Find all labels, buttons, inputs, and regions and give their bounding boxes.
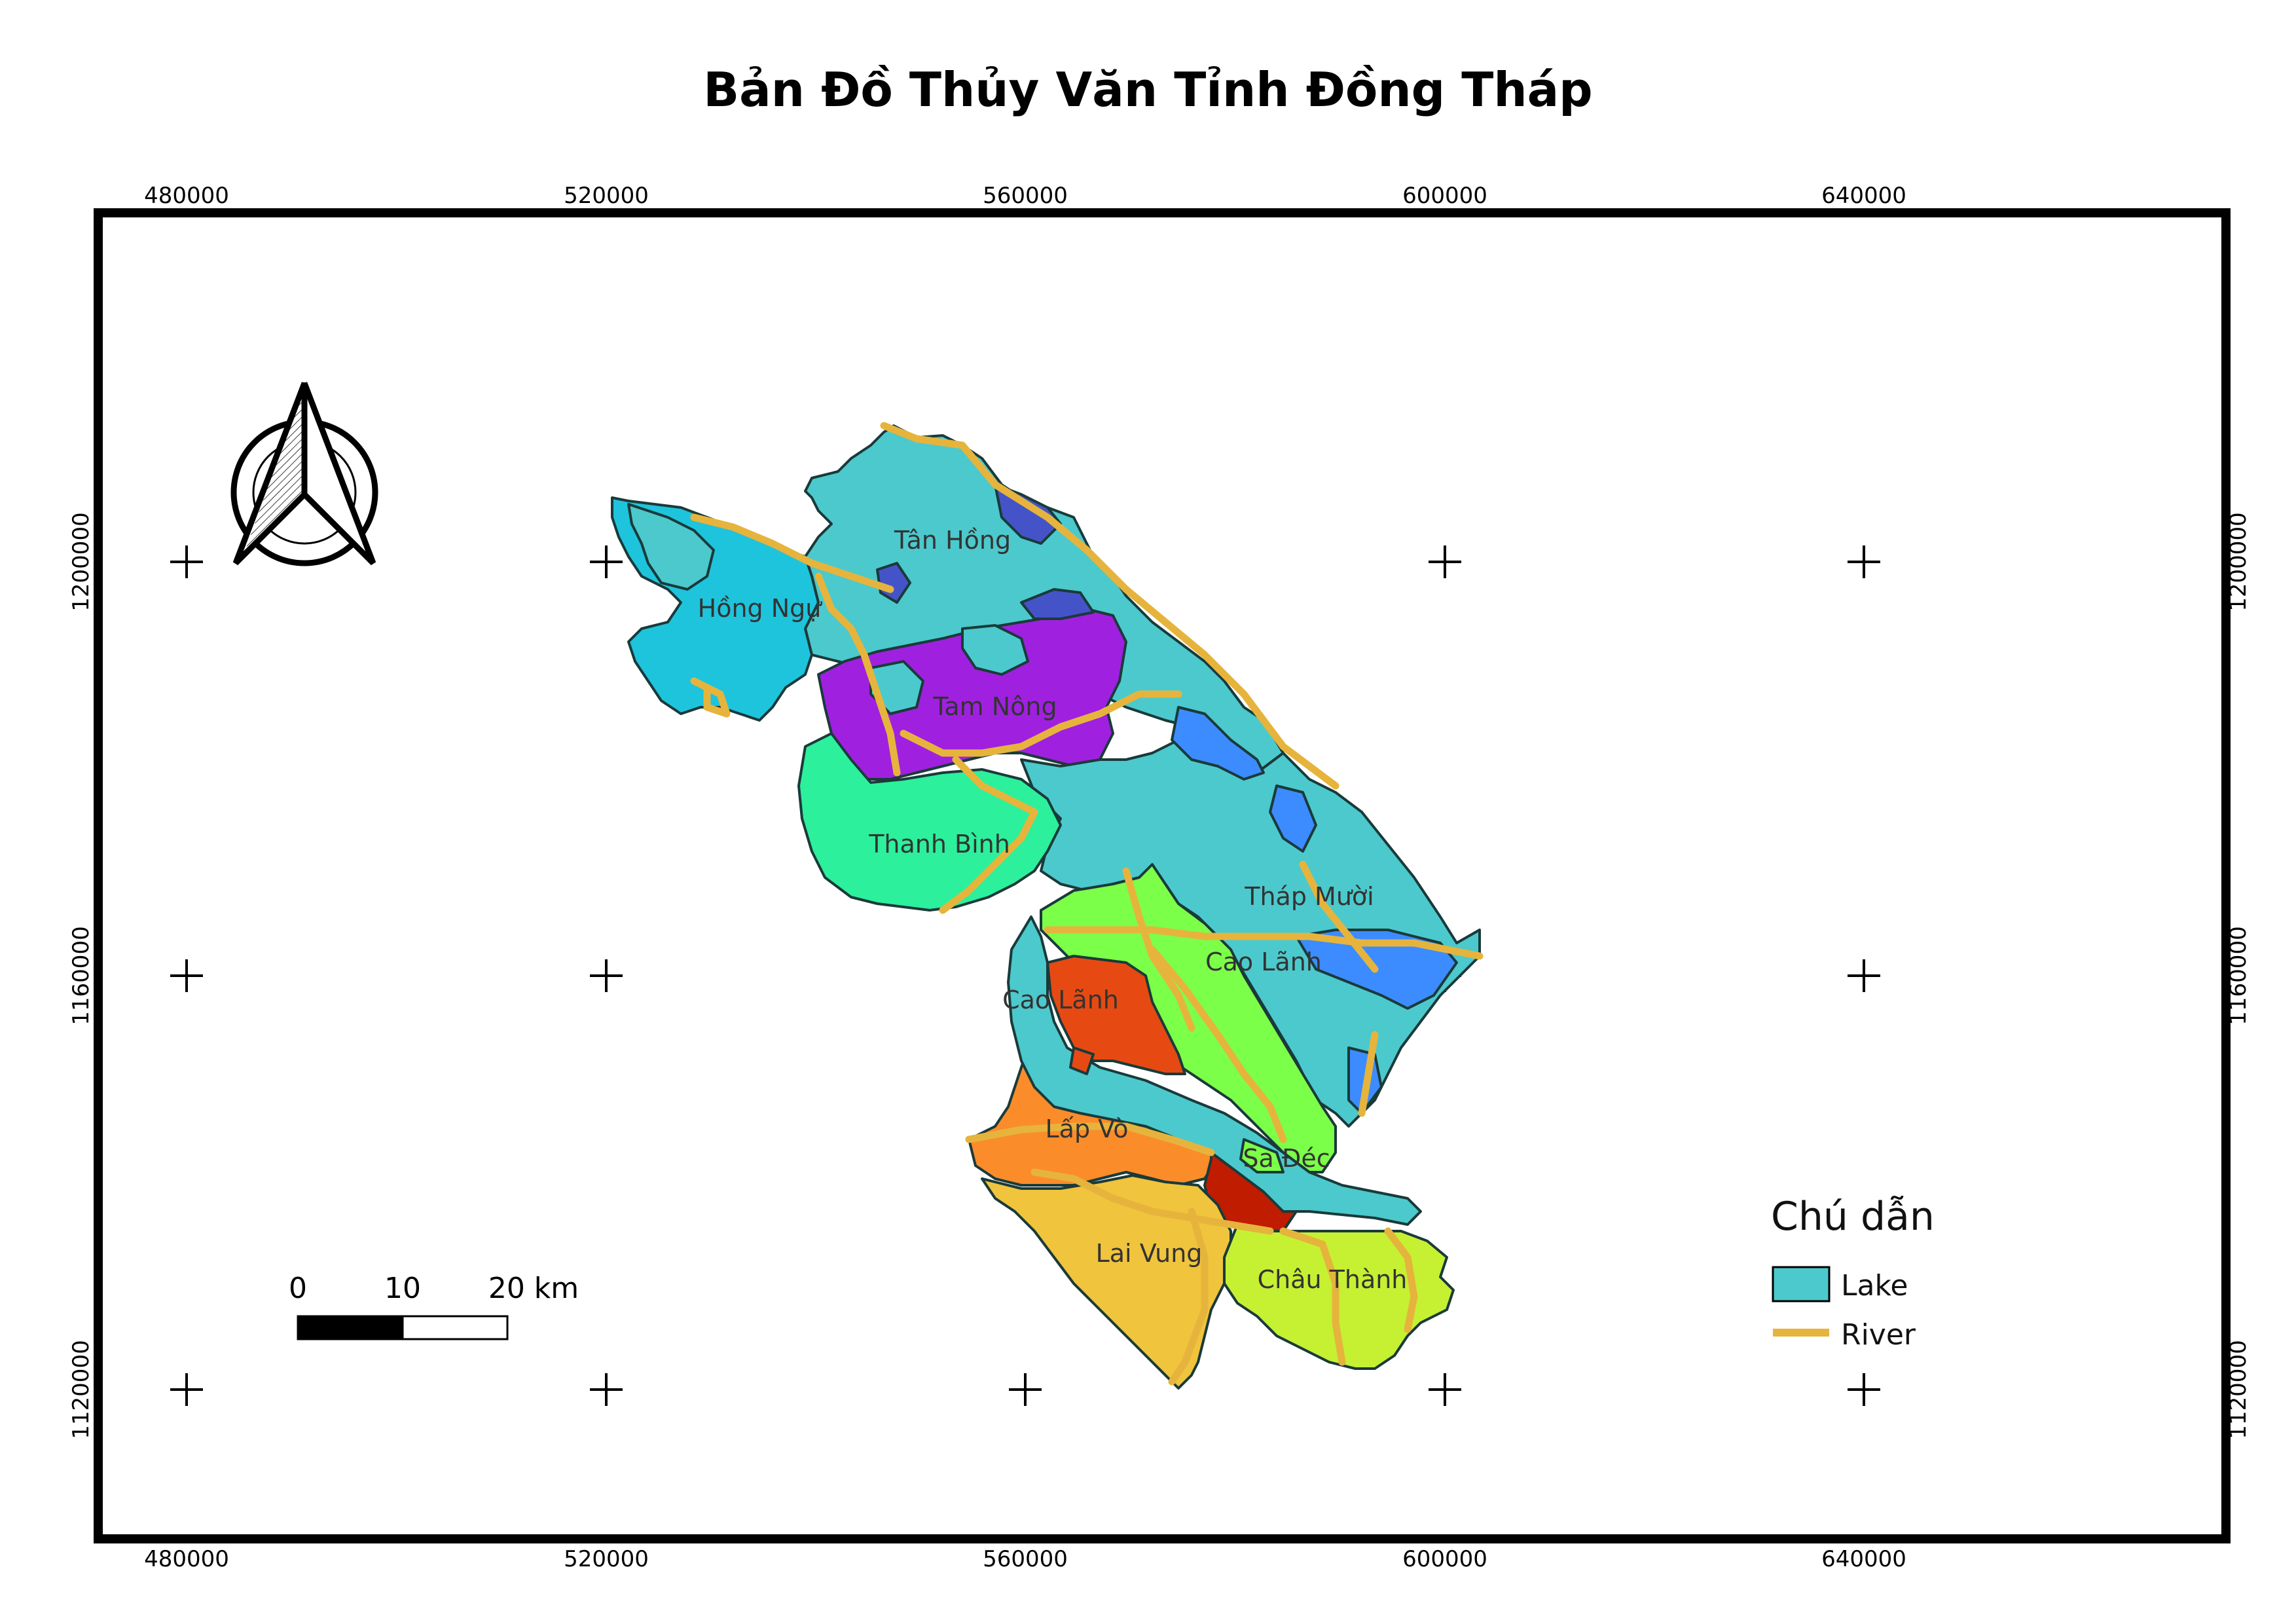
region-dark-blue-1[interactable] — [994, 483, 1062, 545]
legend-river-label: River — [1841, 1318, 1916, 1352]
x-label-top-640000: 640000 — [1821, 183, 1906, 209]
label-sa-dec: Sa Đéc — [1243, 1144, 1330, 1173]
region-river-tien[interactable] — [1007, 915, 1422, 1226]
river-line-7[interactable] — [1122, 867, 1195, 1032]
district-labels: Tân Hồng Hồng Ngự Tam Nông Thanh Bình Th… — [698, 526, 1408, 1294]
scale-label-10: 10 — [384, 1272, 421, 1305]
x-label-top-520000: 520000 — [564, 183, 649, 209]
river-line-4[interactable] — [900, 690, 1182, 757]
north-arrow-icon — [230, 382, 378, 566]
river-line-13[interactable] — [1384, 1227, 1418, 1333]
map-title: Bản Đồ Thủy Văn Tỉnh Đồng Tháp — [703, 62, 1593, 117]
river-line-14[interactable] — [1299, 860, 1379, 973]
scale-label-20: 20 km — [488, 1272, 579, 1305]
river-line-8[interactable] — [1148, 946, 1287, 1143]
x-label-bottom-520000: 520000 — [564, 1546, 649, 1572]
x-label-top-560000: 560000 — [983, 183, 1068, 209]
x-label-bottom-640000: 640000 — [1821, 1546, 1906, 1572]
grid-labels-top: 480000 520000 560000 600000 640000 — [144, 183, 1906, 209]
y-label-left-1160000: 1160000 — [68, 926, 94, 1025]
label-tan-hong: Tân Hồng — [894, 526, 1011, 555]
grid-labels-left: 1200000 1160000 1120000 — [68, 512, 94, 1439]
grid-labels-bottom: 480000 520000 560000 600000 640000 — [144, 1546, 1906, 1572]
y-label-right-1200000: 1200000 — [2225, 512, 2251, 611]
label-cao-lanh-city: Cao Lãnh — [1002, 986, 1119, 1014]
river-network[interactable] — [690, 422, 1484, 1386]
legend-lake-swatch — [1772, 1266, 1831, 1302]
label-lai-vung: Lai Vung — [1096, 1239, 1203, 1268]
grid-cross-560000-1120000 — [1009, 1373, 1042, 1406]
y-label-right-1160000: 1160000 — [2225, 926, 2251, 1025]
grid-cross-520000-1160000 — [590, 959, 623, 992]
grid-cross-520000-1120000 — [590, 1373, 623, 1406]
region-dark-blue-2[interactable] — [1020, 588, 1095, 620]
river-line-9[interactable] — [965, 1122, 1215, 1156]
region-blue-1[interactable] — [1171, 706, 1265, 781]
region-hong-ngu-lake[interactable] — [627, 503, 715, 591]
label-thanh-binh: Thanh Bình — [868, 830, 1010, 858]
grid-cross-640000-1120000 — [1848, 1373, 1880, 1406]
river-line-16[interactable] — [690, 677, 731, 718]
region-lai-vung[interactable] — [981, 1174, 1232, 1390]
legend: Chú dẫn Lake River — [1771, 1194, 1935, 1352]
river-line-11[interactable] — [1168, 1208, 1209, 1386]
region-island-2[interactable] — [1239, 1138, 1285, 1173]
river-line-12[interactable] — [1279, 1227, 1346, 1366]
region-tam-nong-lake-2[interactable] — [961, 624, 1029, 676]
legend-lake-label: Lake — [1841, 1269, 1908, 1302]
region-island-1[interactable] — [1069, 1046, 1095, 1075]
grid-cross-600000-1200000 — [1429, 545, 1461, 578]
grid-cross-480000-1200000 — [170, 545, 203, 578]
region-tam-nong-lake-1[interactable] — [869, 660, 924, 715]
river-line-2[interactable] — [880, 422, 1339, 790]
grid-cross-600000-1120000 — [1429, 1373, 1461, 1406]
grid-cross-480000-1120000 — [170, 1373, 203, 1406]
label-lap-vo: Lấp Vò — [1046, 1115, 1129, 1143]
river-line-5[interactable] — [939, 756, 1038, 914]
river-line-15[interactable] — [1358, 1031, 1379, 1117]
scale-bar: 0 10 20 km — [289, 1272, 579, 1340]
river-line-1[interactable] — [690, 513, 894, 593]
label-cao-lanh-district: Cao Lãnh — [1205, 948, 1322, 976]
x-label-bottom-600000: 600000 — [1402, 1546, 1487, 1572]
label-hong-ngu: Hồng Ngự — [698, 594, 823, 623]
legend-title: Chú dẫn — [1771, 1194, 1935, 1240]
y-label-left-1200000: 1200000 — [68, 512, 94, 611]
river-line-3[interactable] — [814, 572, 901, 777]
river-line-10[interactable] — [1030, 1168, 1274, 1235]
region-blue-2[interactable] — [1269, 784, 1317, 853]
grid-cross-520000-1200000 — [590, 545, 623, 578]
grid-labels-right: 1200000 1160000 1120000 — [2225, 512, 2251, 1439]
scale-bar-segment-black — [297, 1315, 404, 1340]
x-label-bottom-480000: 480000 — [144, 1546, 229, 1572]
scale-label-0: 0 — [289, 1272, 307, 1305]
y-label-right-1120000: 1120000 — [2225, 1340, 2251, 1439]
x-label-bottom-560000: 560000 — [983, 1546, 1068, 1572]
y-label-left-1120000: 1120000 — [68, 1340, 94, 1439]
grid-cross-640000-1160000 — [1848, 959, 1880, 992]
region-cao-lanh-city[interactable] — [1046, 955, 1186, 1075]
label-chau-thanh: Châu Thành — [1258, 1265, 1408, 1294]
river-line-6[interactable] — [1044, 926, 1484, 960]
label-tam-nong: Tam Nông — [932, 692, 1057, 721]
x-label-top-480000: 480000 — [144, 183, 229, 209]
label-thap-muoi: Tháp Mười — [1244, 882, 1374, 911]
scale-bar-segment-white — [401, 1315, 509, 1340]
x-label-top-600000: 600000 — [1402, 183, 1487, 209]
map-frame — [94, 208, 2231, 1543]
grid-cross-480000-1160000 — [170, 959, 203, 992]
grid-cross-640000-1200000 — [1848, 545, 1880, 578]
